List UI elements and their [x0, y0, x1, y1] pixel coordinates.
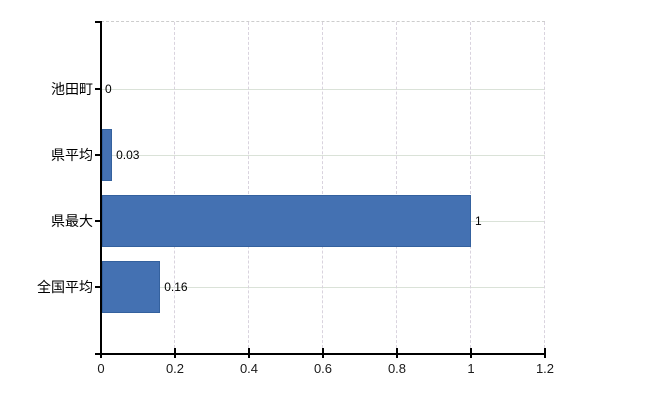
bar-value-label: 0.03 — [116, 148, 140, 162]
category-label: 池田町 — [51, 81, 93, 97]
h-gridline — [102, 89, 545, 90]
x-tick — [396, 348, 398, 358]
bar-value-label: 0.16 — [164, 280, 188, 294]
bar-value-label: 1 — [475, 214, 482, 228]
x-tick — [470, 348, 472, 358]
y-tick — [95, 154, 100, 156]
category-label: 県平均 — [51, 147, 93, 163]
h-gridline — [102, 155, 545, 156]
x-tick-label: 0.2 — [165, 361, 185, 376]
bar — [102, 129, 113, 181]
x-tick-label: 0.6 — [313, 361, 333, 376]
v-gridline — [544, 22, 545, 353]
bar-value-label: 0 — [105, 82, 112, 96]
v-gridline — [396, 22, 397, 353]
x-tick-label: 0.8 — [387, 361, 407, 376]
category-label: 県最大 — [51, 213, 93, 229]
y-tick — [95, 220, 100, 222]
bar — [102, 261, 161, 313]
y-tick — [95, 286, 100, 288]
y-axis-end-tick — [95, 21, 100, 23]
x-tick — [174, 348, 176, 358]
y-tick — [95, 88, 100, 90]
x-tick-label: 0 — [97, 361, 105, 376]
bar — [102, 195, 471, 247]
v-gridline — [322, 22, 323, 353]
v-gridline — [470, 22, 471, 353]
x-tick-label: 0.4 — [239, 361, 259, 376]
v-gridline — [174, 22, 175, 353]
category-label: 全国平均 — [37, 279, 93, 295]
h-gridline — [102, 287, 545, 288]
x-tick-label: 1 — [467, 361, 475, 376]
x-tick — [248, 348, 250, 358]
x-tick — [544, 348, 546, 358]
plot-top-border — [101, 21, 545, 22]
y-axis-line — [100, 21, 102, 358]
x-axis-line — [95, 353, 545, 355]
x-tick — [322, 348, 324, 358]
x-tick-label: 1.2 — [535, 361, 555, 376]
v-gridline — [248, 22, 249, 353]
